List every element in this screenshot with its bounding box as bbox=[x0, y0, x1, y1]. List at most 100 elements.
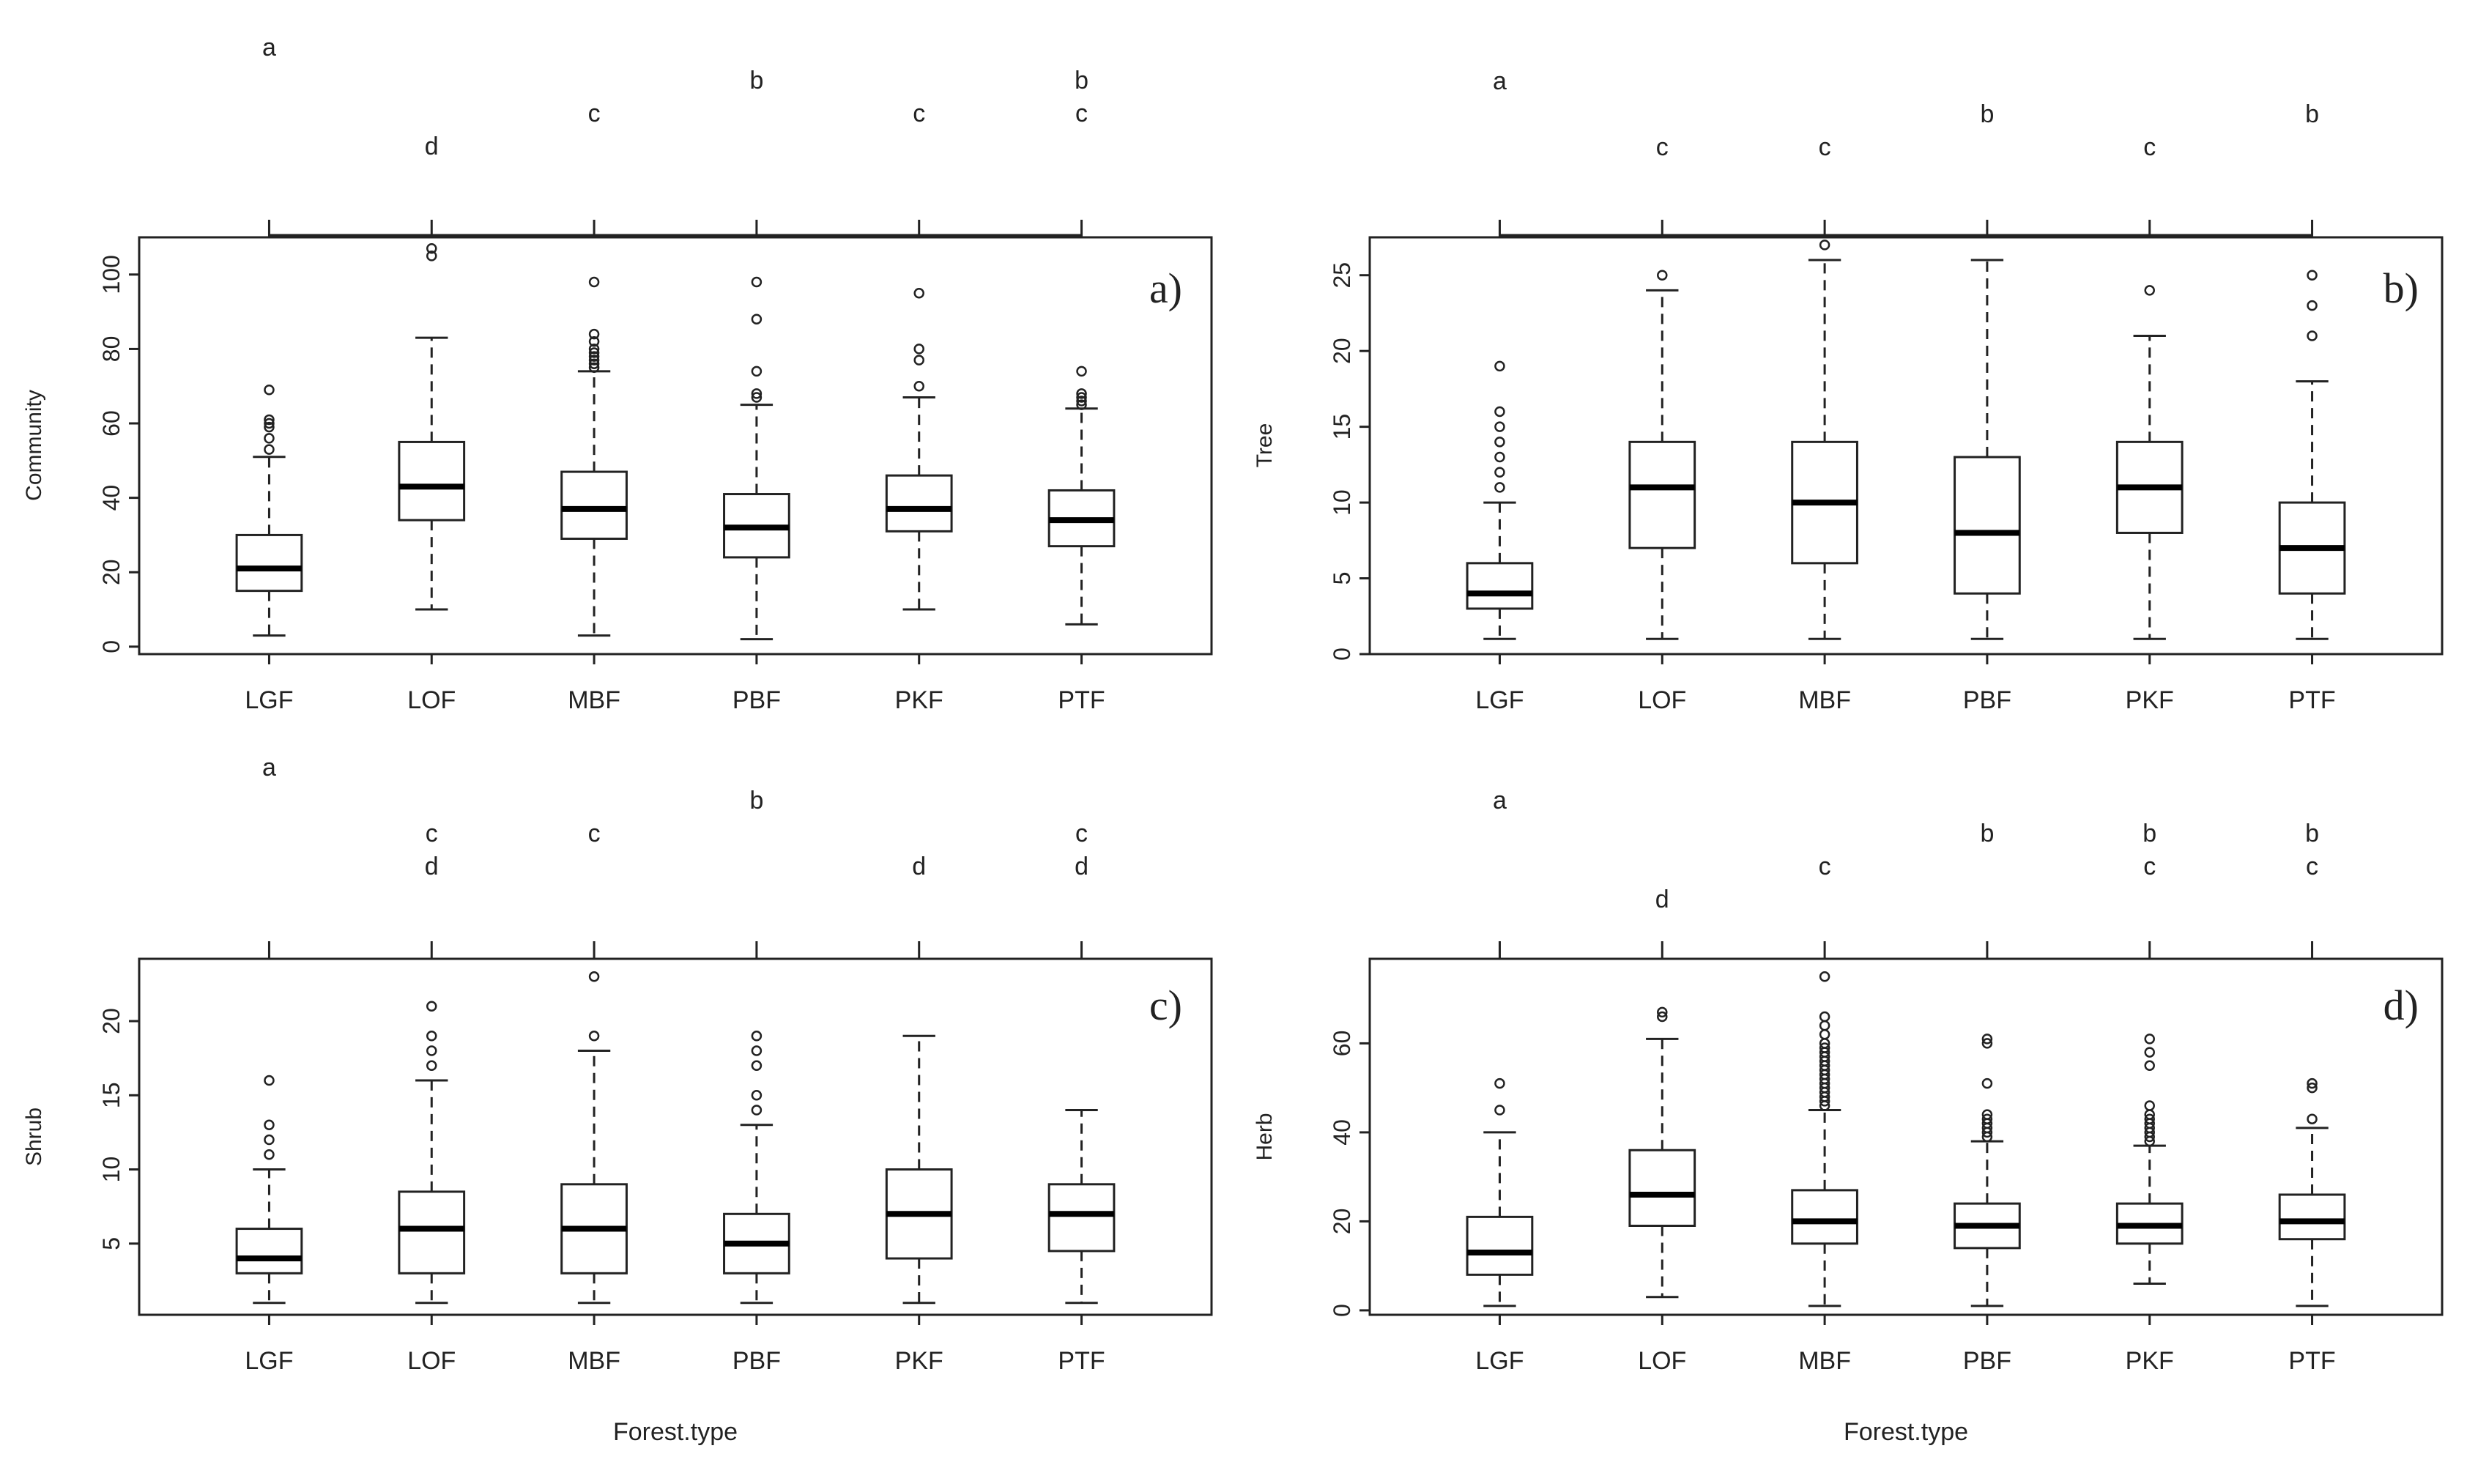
outlier-point bbox=[426, 251, 437, 261]
outlier-point bbox=[588, 344, 600, 355]
x-tick-label: PKF bbox=[2126, 686, 2174, 714]
significance-letter: d bbox=[1655, 886, 1669, 913]
x-tick-label: LGF bbox=[1475, 686, 1524, 714]
y-tick-label: 20 bbox=[98, 1008, 125, 1034]
iqr-box bbox=[398, 1190, 466, 1275]
plot-frame bbox=[138, 957, 1213, 1316]
iqr-box bbox=[1791, 1189, 1858, 1245]
outlier-point bbox=[1494, 1077, 1505, 1089]
x-tick-label: PTF bbox=[1058, 1347, 1105, 1375]
outlier-point bbox=[264, 385, 275, 396]
y-axis-label: Herb bbox=[1253, 1113, 1277, 1160]
outlier-point bbox=[913, 355, 924, 366]
outlier-point bbox=[588, 336, 600, 347]
outlier-point bbox=[2144, 1034, 2155, 1045]
outlier-point bbox=[1494, 360, 1505, 372]
y-tick-label: 40 bbox=[1329, 1119, 1355, 1146]
outlier-point bbox=[426, 1001, 437, 1012]
iqr-box bbox=[398, 440, 466, 522]
outlier-point bbox=[2144, 1047, 2155, 1058]
panel-label: b) bbox=[2383, 264, 2419, 312]
outlier-point bbox=[1981, 1038, 1993, 1049]
x-tick-label: LOF bbox=[1638, 1347, 1686, 1375]
outlier-point bbox=[264, 433, 275, 444]
outlier-point bbox=[264, 418, 275, 429]
x-tick-label: PBF bbox=[1963, 686, 2011, 714]
outlier-point bbox=[751, 1105, 763, 1116]
significance-letter: c bbox=[1075, 820, 1088, 847]
x-tick-label: MBF bbox=[1798, 1347, 1851, 1375]
outlier-point bbox=[1076, 396, 1087, 407]
y-tick-label: 25 bbox=[1329, 262, 1355, 289]
y-tick-label: 5 bbox=[98, 1237, 125, 1250]
y-tick-label: 0 bbox=[1329, 648, 1355, 661]
significance-letter: c bbox=[2143, 853, 2156, 880]
panel-label: c) bbox=[1149, 982, 1182, 1029]
outlier-point bbox=[588, 358, 600, 369]
outlier-point bbox=[1657, 1011, 1668, 1023]
x-tick-label: LGF bbox=[1475, 1347, 1524, 1375]
x-tick-label: LOF bbox=[1638, 686, 1686, 714]
x-tick-label: MBF bbox=[1798, 686, 1851, 714]
iqr-box bbox=[1628, 440, 1696, 549]
outlier-point bbox=[588, 276, 600, 288]
outlier-point bbox=[426, 1060, 437, 1072]
significance-letter: c bbox=[588, 100, 601, 127]
y-tick-label: 20 bbox=[98, 559, 125, 585]
significance-letter: b bbox=[749, 67, 763, 94]
outlier-point bbox=[264, 1149, 275, 1160]
x-tick-label: PKF bbox=[895, 686, 943, 714]
outlier-point bbox=[2307, 1082, 2318, 1094]
plot-frame bbox=[1368, 957, 2444, 1316]
x-tick-label: LGF bbox=[245, 1347, 293, 1375]
y-tick-label: 60 bbox=[1329, 1031, 1355, 1057]
x-tick-label: PKF bbox=[895, 1347, 943, 1375]
significance-letter: a bbox=[1493, 67, 1507, 95]
outlier-point bbox=[264, 444, 275, 455]
significance-letter: c bbox=[2143, 133, 2156, 161]
significance-letter: a bbox=[262, 34, 276, 62]
significance-letter: c bbox=[1819, 853, 1831, 880]
outlier-point bbox=[1981, 1077, 1993, 1089]
outlier-point bbox=[264, 421, 275, 433]
outlier-point bbox=[1981, 1034, 1993, 1045]
x-tick-label: LOF bbox=[407, 1347, 456, 1375]
outlier-point bbox=[2307, 300, 2318, 311]
outlier-point bbox=[2144, 1060, 2155, 1072]
outlier-point bbox=[1494, 1105, 1505, 1116]
outlier-point bbox=[1494, 421, 1505, 432]
outlier-point bbox=[2307, 330, 2318, 341]
y-tick-label: 15 bbox=[98, 1083, 125, 1109]
outlier-point bbox=[913, 344, 924, 355]
significance-letter: a bbox=[262, 754, 276, 782]
y-tick-label: 0 bbox=[1329, 1304, 1355, 1317]
outlier-point bbox=[751, 276, 763, 288]
iqr-box bbox=[235, 1228, 303, 1275]
iqr-box bbox=[235, 533, 303, 593]
significance-letter: c bbox=[588, 820, 601, 847]
y-tick-label: 5 bbox=[1329, 572, 1355, 585]
outlier-point bbox=[1494, 482, 1505, 493]
significance-letter: c bbox=[426, 820, 438, 847]
significance-letter: c bbox=[1656, 133, 1669, 161]
outlier-point bbox=[913, 380, 924, 392]
outlier-point bbox=[588, 362, 600, 374]
significance-letter: c bbox=[1819, 133, 1831, 161]
significance-letter: a bbox=[1493, 787, 1507, 815]
outlier-point bbox=[2307, 270, 2318, 281]
x-tick-label: PTF bbox=[2288, 686, 2335, 714]
outlier-point bbox=[1657, 1006, 1668, 1018]
iqr-box bbox=[885, 474, 953, 533]
panel-label: d) bbox=[2383, 982, 2419, 1029]
significance-letter: d bbox=[425, 133, 439, 160]
outlier-point bbox=[1494, 437, 1505, 448]
outlier-point bbox=[2144, 285, 2155, 296]
y-tick-label: 15 bbox=[1329, 414, 1355, 440]
x-tick-label: PBF bbox=[1963, 1347, 2011, 1375]
y-tick-label: 40 bbox=[98, 485, 125, 511]
significance-letter: d bbox=[425, 853, 439, 880]
